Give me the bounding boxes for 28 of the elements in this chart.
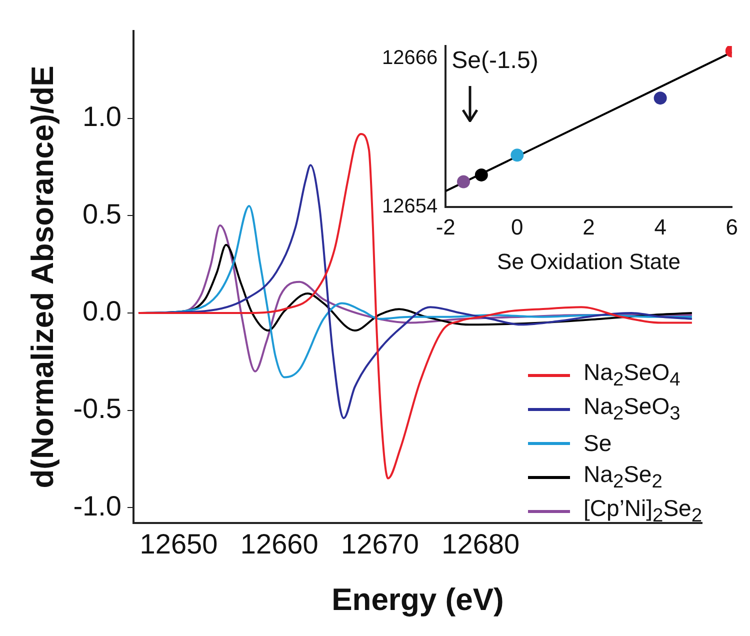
x-tick-label: 12680 xyxy=(442,528,520,560)
x-tick-label: 6 xyxy=(726,214,738,240)
x-tick-label: 12650 xyxy=(140,528,218,560)
legend-label: [Cp’Ni]$_{2}$Se$_{2}$ xyxy=(584,494,702,528)
legend-label: Se xyxy=(584,430,612,456)
y-tick-label: 0.0 xyxy=(82,296,122,327)
x-axis-title: Se Oxidation State xyxy=(497,248,680,274)
y-tick-label: 12654 xyxy=(382,196,438,218)
annotation: Se(-1.5) xyxy=(452,47,538,74)
legend-label: Na$_{2}$SeO$_{3}$ xyxy=(584,392,680,426)
y-tick-label: -1.0 xyxy=(73,490,122,522)
point xyxy=(457,175,470,188)
y-tick-label: 0.5 xyxy=(82,198,122,230)
y-tick-label: -0.5 xyxy=(73,393,122,424)
y-tick-label: 12666 xyxy=(382,46,438,69)
x-tick-label: 12670 xyxy=(341,528,419,560)
y-tick-label: 1.0 xyxy=(82,101,122,132)
x-tick-label: 0 xyxy=(511,214,524,240)
legend-label: Na$_{2}$Se$_{2}$ xyxy=(584,460,662,494)
point xyxy=(474,168,488,182)
x-tick-label: 12660 xyxy=(240,528,318,560)
x-tick-label: 2 xyxy=(582,214,595,240)
y-axis-title: d(Normalized Absorance)/dE xyxy=(25,66,60,488)
x-tick-label: 4 xyxy=(654,214,666,240)
point xyxy=(510,148,524,162)
x-axis-title: Energy (eV) xyxy=(332,582,504,617)
x-tick-label: -2 xyxy=(436,214,456,240)
legend-label: Na$_{2}$SeO$_{4}$ xyxy=(584,358,680,392)
